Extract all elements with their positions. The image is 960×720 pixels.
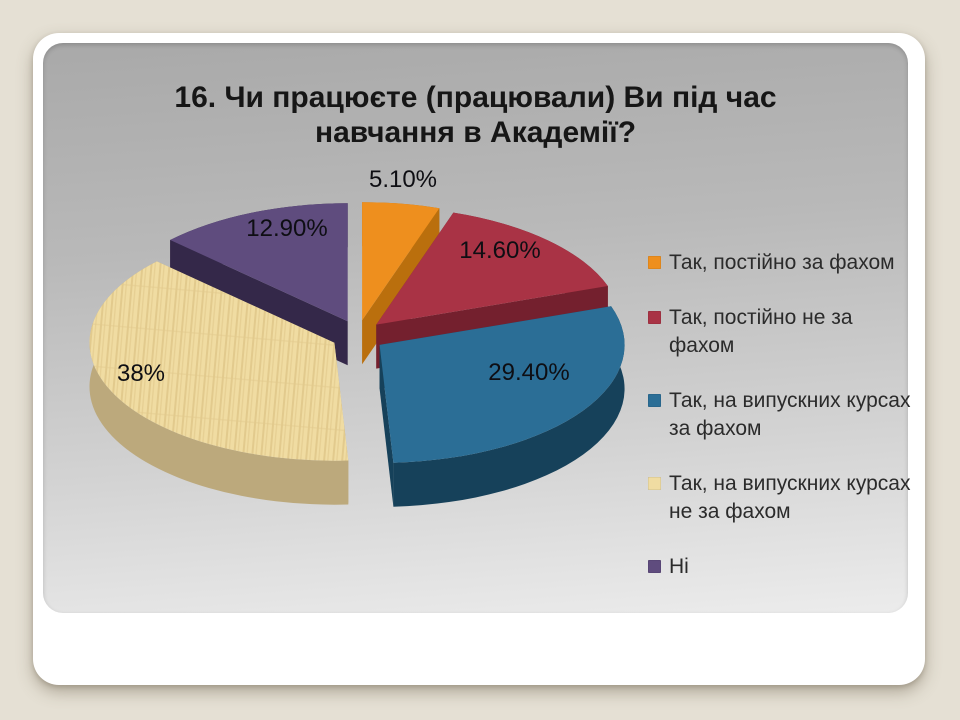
slide-title: 16. Чи працюєте (працювали) Ви під час н… <box>174 81 777 149</box>
legend-item: Так, на випускних курсах не за фахом <box>648 470 916 526</box>
legend-item: Так, постійно не за фахом <box>648 304 916 360</box>
legend-swatch-icon <box>648 477 661 490</box>
legend-swatch-icon <box>648 560 661 573</box>
legend-swatch-icon <box>648 394 661 407</box>
legend-label: Ні <box>669 555 689 578</box>
legend-label: Так, на випускних курсах за фахом <box>669 389 911 440</box>
legend-swatch-icon <box>648 311 661 324</box>
legend-item: Ні <box>648 553 916 581</box>
chart-legend: Так, постійно за фахом Так, постійно не з… <box>648 249 916 608</box>
legend-item: Так, постійно за фахом <box>648 249 916 277</box>
legend-swatch-icon <box>648 256 661 269</box>
legend-label: Так, постійно не за фахом <box>669 306 853 357</box>
legend-label: Так, на випускних курсах не за фахом <box>669 472 911 523</box>
legend-label: Так, постійно за фахом <box>669 251 895 274</box>
legend-item: Так, на випускних курсах за фахом <box>648 387 916 443</box>
